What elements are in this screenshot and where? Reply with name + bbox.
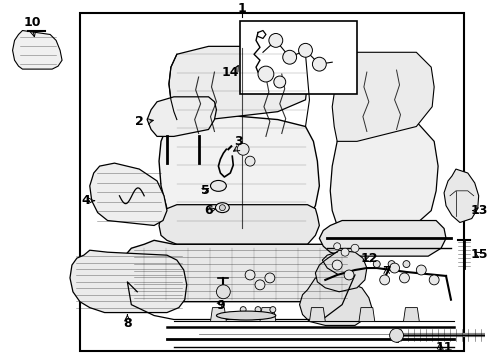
Circle shape [268,33,282,47]
Circle shape [402,261,409,267]
Circle shape [244,270,255,280]
Circle shape [387,261,394,267]
Circle shape [219,205,225,211]
Circle shape [389,328,403,342]
Text: 13: 13 [470,204,488,217]
Polygon shape [159,114,319,230]
Polygon shape [443,169,478,222]
Circle shape [415,265,426,275]
Text: 1: 1 [237,2,246,15]
Text: 12: 12 [359,252,377,265]
Text: 3: 3 [233,135,242,148]
Text: 6: 6 [204,204,212,217]
Circle shape [399,273,408,283]
Polygon shape [309,307,325,321]
Text: 9: 9 [216,299,224,312]
Text: 7: 7 [382,265,390,279]
Circle shape [428,275,438,285]
Polygon shape [299,278,371,325]
Circle shape [333,243,340,250]
Text: 10: 10 [23,16,41,29]
Ellipse shape [216,311,275,320]
Ellipse shape [210,180,226,191]
Circle shape [298,44,312,57]
Circle shape [240,307,245,312]
Circle shape [282,50,296,64]
Circle shape [344,270,353,280]
Circle shape [273,76,285,88]
Circle shape [258,66,273,82]
Polygon shape [147,97,216,136]
Circle shape [255,307,261,312]
Polygon shape [319,221,445,256]
Circle shape [379,275,389,285]
Circle shape [331,260,342,270]
Polygon shape [210,307,226,321]
Circle shape [389,263,399,273]
Circle shape [255,280,264,290]
Circle shape [264,273,274,283]
Circle shape [341,248,348,256]
Circle shape [372,261,380,267]
Circle shape [216,285,230,299]
Polygon shape [329,122,437,230]
Text: 4: 4 [81,194,90,207]
Polygon shape [358,307,374,321]
Text: 5: 5 [201,184,209,197]
Polygon shape [70,250,186,312]
Bar [80,13,463,351]
Polygon shape [315,250,366,292]
Polygon shape [331,52,433,141]
Circle shape [312,57,325,71]
Circle shape [350,244,358,252]
Polygon shape [260,307,275,321]
Ellipse shape [215,203,229,213]
Polygon shape [403,307,418,321]
Circle shape [237,143,248,155]
Polygon shape [159,205,319,244]
Circle shape [244,156,255,166]
Text: 2: 2 [135,115,143,128]
Circle shape [269,307,275,312]
Text: 11: 11 [434,341,452,354]
Bar [240,21,356,94]
Polygon shape [168,46,309,120]
Text: 14: 14 [221,66,239,78]
Polygon shape [90,163,166,225]
Polygon shape [13,31,62,69]
Text: 15: 15 [470,248,488,261]
Text: 8: 8 [123,317,131,330]
Polygon shape [123,240,354,302]
